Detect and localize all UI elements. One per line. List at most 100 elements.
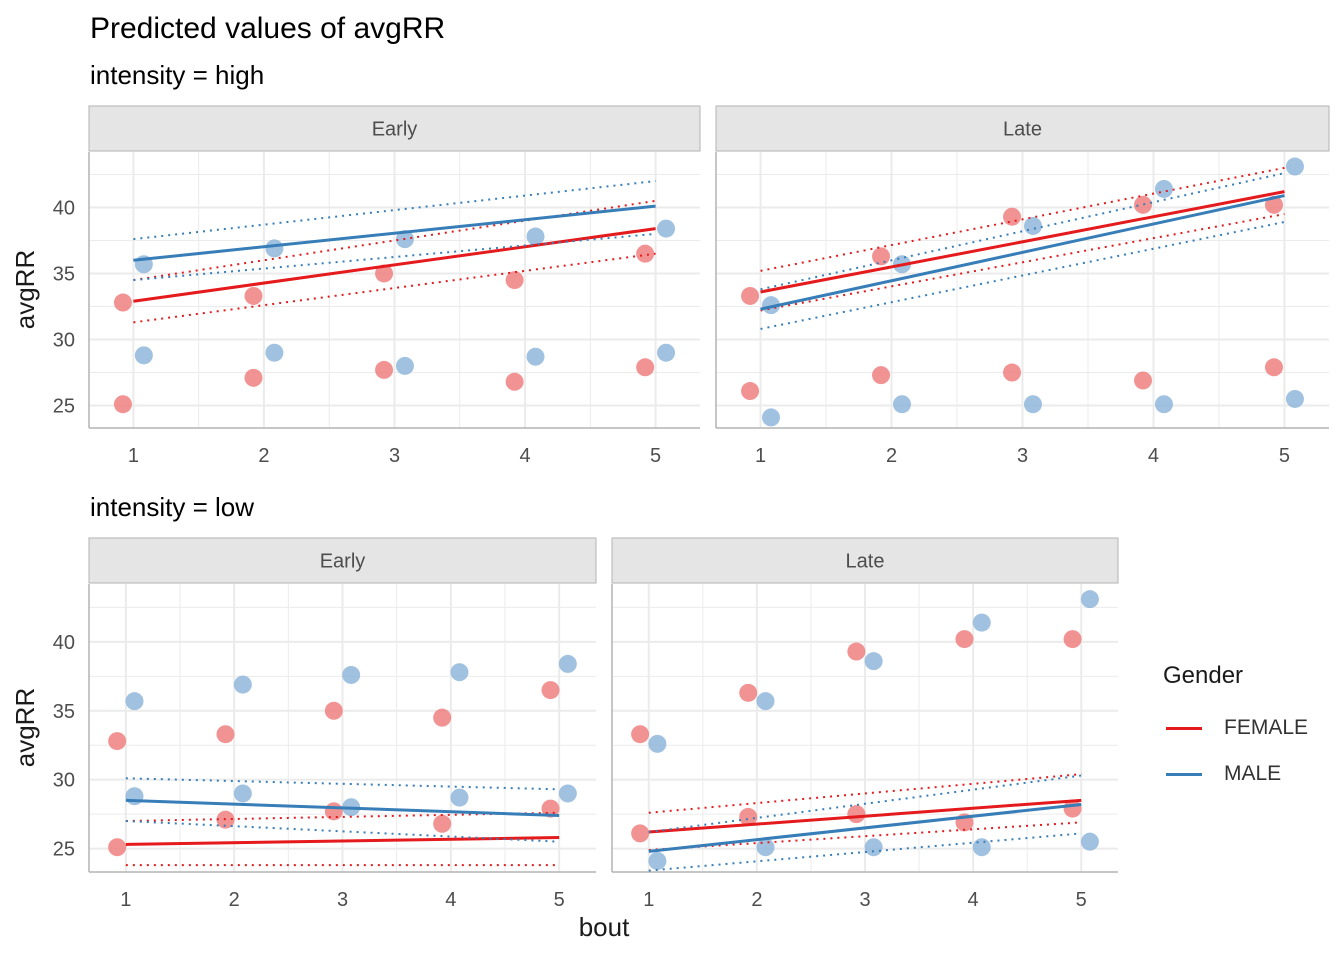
point-female-p0-f0 [636,358,655,377]
point-male-p0-f1 [1023,216,1042,235]
point-female-p0-f0 [505,271,524,290]
y-tick-label-p0-f0: 40 [53,197,75,219]
x-tick-label-p0-f0: 4 [519,445,530,467]
ci-upper-female-p0-f1 [760,166,1285,272]
point-male-p0-f1 [1285,389,1304,408]
y-tick-label-p1-f0: 25 [53,839,75,861]
x-tick-label-p1-f1: 1 [643,889,654,911]
point-male-p0-f0 [657,219,676,238]
fit-line-female-p0-f1 [760,190,1285,294]
legend-label-male: MALE [1224,762,1282,785]
point-male-p0-f1 [1154,395,1173,414]
point-male-p0-f1 [1154,179,1173,198]
point-female-p0-f0 [375,264,394,283]
fit-line-female-p1-f0 [125,836,560,846]
point-male-p1-f0 [558,654,577,673]
point-female-p0-f1 [872,366,891,385]
x-tick-label-p1-f0: 5 [554,889,565,911]
ci-lower-female-p0-f1 [760,213,1285,312]
legend-item-male: MALE [1166,759,1281,789]
point-female-p0-f1 [1134,195,1153,214]
x-tick-label-p0-f0: 5 [650,445,661,467]
point-female-p1-f0 [324,701,343,720]
point-female-p0-f1 [1003,363,1022,382]
point-female-p1-f1 [739,683,758,702]
y-tick-label-p1-f0: 30 [53,770,75,792]
point-female-p0-f0 [375,360,394,379]
x-tick-label-p1-f1: 2 [751,889,762,911]
point-female-p0-f0 [113,293,132,312]
point-male-p1-f0 [125,692,144,711]
fit-line-male-p0-f0 [133,204,656,262]
point-male-p1-f1 [864,838,883,857]
chart-title: Predicted values of avgRR [90,12,446,45]
point-female-p1-f1 [847,805,866,824]
x-tick-label-p0-f1: 3 [1017,445,1028,467]
point-male-p0-f1 [762,296,781,315]
point-male-p1-f0 [342,665,361,684]
point-male-p1-f1 [756,692,775,711]
point-female-p0-f1 [741,382,760,401]
ci-lower-male-p0-f1 [760,221,1285,330]
facet-strip-p0-f0 [88,105,701,152]
point-female-p1-f1 [847,642,866,661]
x-tick-label-p0-f1: 1 [755,445,766,467]
point-female-p1-f0 [216,725,235,744]
facet-strip-p0-f1 [715,105,1330,152]
point-female-p0-f1 [1264,358,1283,377]
point-female-p0-f0 [113,395,132,414]
facet-strip-label-p1-f0: Early [320,551,366,573]
point-male-p1-f0 [125,787,144,806]
x-tick-label-p0-f0: 1 [128,445,139,467]
x-tick-label-p0-f0: 3 [389,445,400,467]
x-tick-label-p1-f1: 4 [968,889,979,911]
point-male-p0-f0 [265,239,284,258]
point-male-p0-f0 [395,356,414,375]
legend-label-female: FEMALE [1224,716,1309,739]
point-male-p0-f0 [526,227,545,246]
point-male-p0-f0 [657,343,676,362]
point-male-p1-f1 [648,851,667,870]
point-male-p1-f1 [972,838,991,857]
facet-strip-label-p0-f1: Late [1003,119,1042,141]
x-tick-label-p1-f0: 1 [120,889,131,911]
legend-title: Gender [1163,662,1244,689]
x-tick-label-p0-f0: 2 [258,445,269,467]
point-female-p0-f1 [1134,371,1153,390]
y-tick-label-p0-f0: 35 [53,263,75,285]
point-male-p0-f1 [762,408,781,427]
x-tick-label-p1-f0: 2 [229,889,240,911]
point-female-p0-f1 [872,247,891,266]
ci-upper-female-p1-f1 [648,773,1082,814]
x-tick-label-p1-f0: 4 [445,889,456,911]
fit-line-female-p0-f0 [133,227,656,303]
point-female-p1-f0 [108,838,127,857]
point-male-p1-f1 [864,652,883,671]
ci-lower-male-p1-f1 [648,832,1082,872]
facet-strip-p1-f1 [611,537,1119,584]
x-axis-label: bout [578,912,630,942]
x-tick-label-p0-f1: 4 [1148,445,1159,467]
fit-line-male-p1-f1 [648,802,1082,853]
point-male-p0-f0 [265,343,284,362]
point-female-p1-f1 [631,824,650,843]
x-tick-label-p1-f1: 5 [1076,889,1087,911]
x-tick-label-p1-f0: 3 [337,889,348,911]
facet-strip-p1-f0 [88,537,597,584]
point-female-p1-f0 [108,732,127,751]
point-female-p0-f0 [244,286,263,305]
point-female-p1-f0 [541,681,560,700]
legend-key-female [1166,726,1202,730]
fit-line-female-p1-f1 [648,798,1082,834]
x-tick-label-p0-f1: 2 [886,445,897,467]
point-female-p0-f1 [1003,207,1022,226]
point-female-p1-f1 [739,807,758,826]
point-female-p0-f1 [741,286,760,305]
panel-subtitle-low: intensity = low [90,492,255,522]
point-male-p0-f0 [526,347,545,366]
facet-strip-label-p1-f1: Late [846,551,885,573]
point-male-p1-f0 [558,784,577,803]
y-tick-label-p1-f0: 35 [53,701,75,723]
point-male-p1-f0 [233,784,252,803]
